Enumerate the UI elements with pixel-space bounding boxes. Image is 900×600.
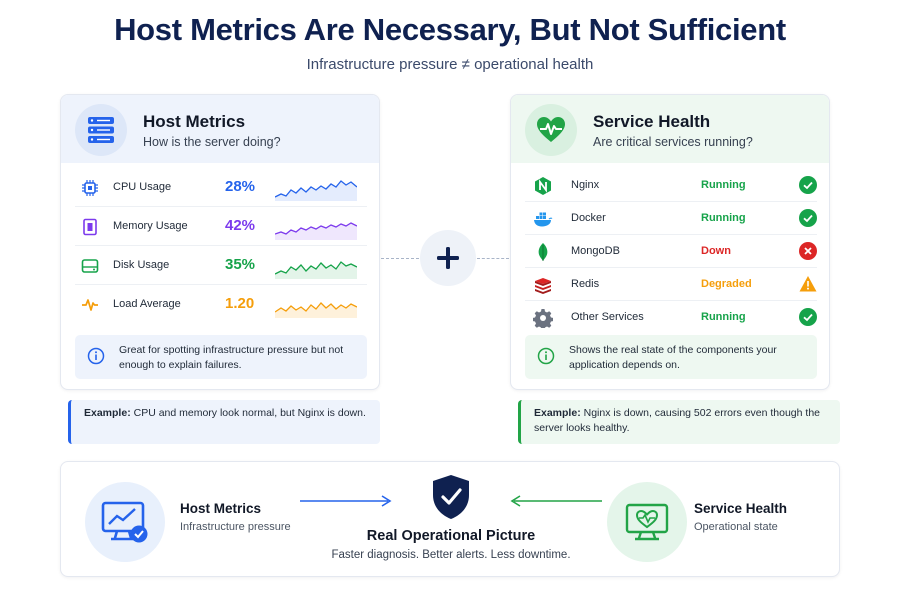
warning-icon — [799, 276, 817, 292]
info-icon — [537, 347, 555, 365]
nginx-icon — [535, 177, 551, 195]
check-circle-icon — [799, 209, 817, 227]
metric-row-cpu: CPU Usage 28% — [75, 169, 367, 207]
host-metrics-note: Great for spotting infrastructure pressu… — [75, 335, 367, 379]
metric-value: 42% — [225, 217, 256, 234]
example-label: Example: — [84, 407, 131, 419]
service-status: Running — [701, 179, 746, 191]
service-health-header: Service Health Are critical services run… — [511, 95, 829, 163]
service-row-other: Other Services Running — [525, 301, 817, 334]
service-row-nginx: Nginx Running — [525, 169, 817, 202]
metric-label: Load Average — [113, 298, 181, 310]
service-row-mongodb: MongoDB Down — [525, 235, 817, 268]
heart-pulse-icon — [525, 104, 577, 156]
monitor-heart-icon — [607, 482, 687, 562]
error-circle-icon — [799, 242, 817, 260]
metric-row-load: Load Average 1.20 — [75, 286, 367, 324]
page-subtitle: Infrastructure pressure ≠ operational he… — [306, 56, 594, 73]
host-example: Example: CPU and memory look normal, but… — [68, 400, 380, 444]
bottom-host-title: Host Metrics — [180, 501, 262, 516]
metric-label: Memory Usage — [113, 220, 188, 232]
shield-check-icon — [433, 475, 469, 519]
bottom-host-subtitle: Infrastructure pressure — [180, 521, 291, 533]
host-metrics-panel: Host Metrics How is the server doing? CP… — [60, 94, 380, 390]
metric-label: Disk Usage — [113, 259, 170, 271]
disk-icon — [81, 259, 99, 273]
docker-icon — [534, 212, 553, 227]
service-name: Other Services — [571, 311, 644, 323]
service-status: Running — [701, 311, 746, 323]
service-name: Redis — [571, 278, 600, 290]
service-example: Example: Nginx is down, causing 502 erro… — [518, 400, 840, 444]
bottom-service-subtitle: Operational state — [694, 521, 778, 533]
disk-sparkline — [275, 261, 357, 279]
service-health-panel: Service Health Are critical services run… — [510, 94, 830, 390]
memory-icon — [83, 218, 97, 236]
cpu-sparkline — [275, 180, 357, 201]
example-text: Nginx is down, causing 502 errors even t… — [534, 407, 821, 434]
metric-value: 35% — [225, 256, 256, 273]
bottom-service-title: Service Health — [694, 501, 788, 516]
center-title: Real Operational Picture — [366, 528, 536, 544]
mongodb-icon — [538, 243, 548, 261]
service-health-note: Shows the real state of the components y… — [525, 335, 817, 379]
service-name: Nginx — [571, 179, 600, 191]
service-row-docker: Docker Running — [525, 202, 817, 235]
pulse-icon — [82, 299, 98, 311]
center-subtitle: Faster diagnosis. Better alerts. Less do… — [331, 549, 571, 561]
page-title: Host Metrics Are Necessary, But Not Suff… — [114, 12, 786, 47]
service-status: Down — [701, 245, 731, 257]
check-circle-icon — [799, 308, 817, 326]
info-icon — [87, 347, 105, 365]
note-text: Shows the real state of the components y… — [569, 344, 777, 371]
cpu-icon — [82, 180, 98, 196]
summary-card: Host Metrics Infrastructure pressure Rea… — [60, 461, 840, 577]
connector-right — [477, 258, 509, 259]
service-status: Degraded — [701, 278, 752, 290]
metric-row-memory: Memory Usage 42% — [75, 208, 367, 246]
metric-row-disk: Disk Usage 35% — [75, 247, 367, 285]
memory-sparkline — [275, 222, 357, 240]
server-icon — [75, 104, 127, 156]
plus-icon — [420, 230, 476, 286]
service-row-redis: Redis Degraded — [525, 268, 817, 301]
service-health-subtitle: Are critical services running? — [593, 135, 753, 149]
service-name: Docker — [571, 212, 606, 224]
service-name: MongoDB — [571, 245, 620, 257]
arrow-left-icon — [510, 495, 602, 507]
example-label: Example: — [534, 407, 581, 419]
metric-label: CPU Usage — [113, 181, 172, 193]
service-status: Running — [701, 212, 746, 224]
metric-value: 1.20 — [225, 295, 255, 312]
service-health-title: Service Health — [593, 112, 711, 131]
host-metrics-header: Host Metrics How is the server doing? — [61, 95, 379, 163]
load-sparkline — [275, 302, 357, 318]
example-text: CPU and memory look normal, but Nginx is… — [133, 407, 366, 419]
check-circle-icon — [799, 176, 817, 194]
redis-icon — [535, 278, 551, 294]
connector-left — [381, 258, 419, 259]
gear-icon — [533, 309, 553, 328]
host-metrics-title: Host Metrics — [143, 112, 246, 131]
arrow-right-icon — [300, 495, 392, 507]
note-text: Great for spotting infrastructure pressu… — [119, 344, 344, 371]
monitor-chart-icon — [85, 482, 165, 562]
metric-value: 28% — [225, 178, 256, 195]
host-metrics-subtitle: How is the server doing? — [143, 135, 281, 149]
